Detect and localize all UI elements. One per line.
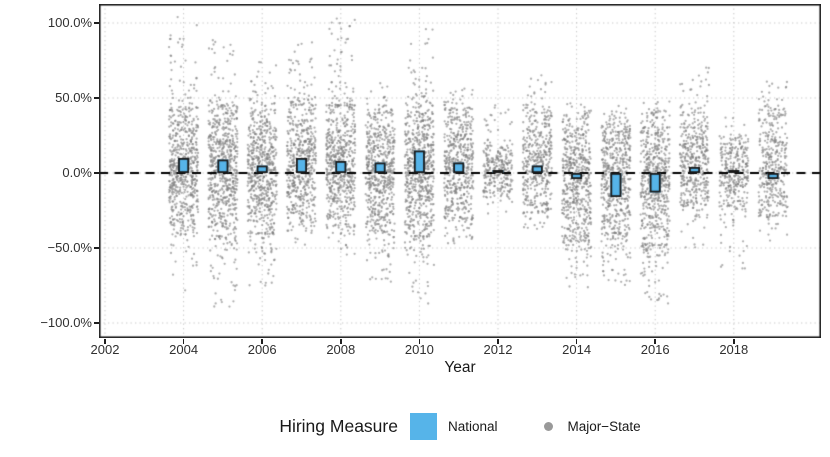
x-tick-label: 2002 [90,342,120,357]
x-tick-label: 2014 [562,342,592,357]
x-tick-mark [497,338,499,344]
x-tick-label: 2008 [326,342,356,357]
plot-panel [99,4,821,338]
x-tick-label: 2010 [404,342,434,357]
major-state-label: Major−State [567,418,641,434]
national-label: National [447,418,498,434]
x-tick-mark [733,338,735,344]
x-tick-mark [182,338,185,344]
x-tick-label: 2004 [169,342,199,357]
x-tick-mark [575,338,578,344]
x-axis-title: Year [444,359,476,376]
national-swatch-icon [409,412,437,440]
legend-title: Hiring Measure [279,415,398,436]
x-tick-label: 2012 [483,342,513,357]
y-tick-label: 50.0% [55,90,92,105]
x-tick-mark [340,338,342,344]
x-tick-mark [418,338,421,344]
y-tick-mark [94,247,99,249]
x-tick-mark [261,338,263,344]
y-tick-label: 0.0% [62,165,92,180]
x-tick-mark [654,338,656,344]
x-tick-mark [104,338,106,344]
plot-canvas [99,4,821,338]
y-tick-mark [94,172,99,174]
y-tick-mark [94,322,99,324]
major-state-dot-icon [543,421,553,431]
x-tick-label: 2018 [719,342,749,357]
y-tick-label: 100.0% [47,15,92,30]
x-tick-label: 2006 [247,342,277,357]
x-tick-label: 2016 [640,342,670,357]
y-tick-label: −50.0% [47,240,92,255]
y-tick-mark [94,22,99,24]
y-tick-label: −100.0% [40,315,92,330]
legend: Hiring Measure National Major−State [99,401,821,451]
y-tick-mark [94,97,99,99]
